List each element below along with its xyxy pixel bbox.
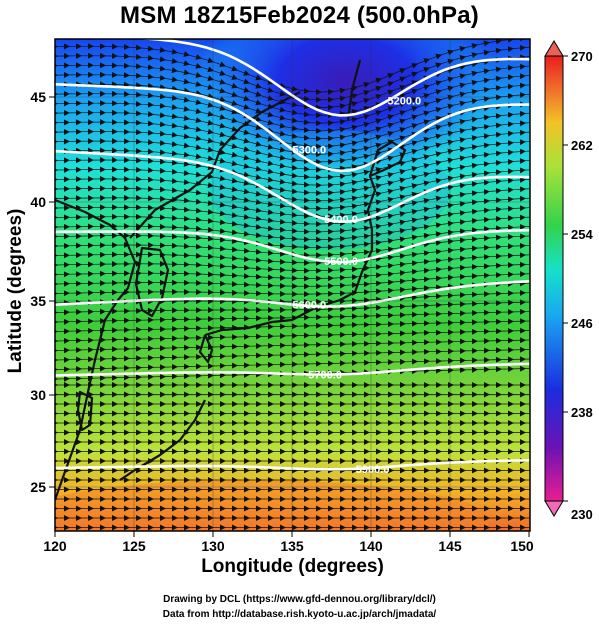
y-tick-label: 35 — [30, 293, 46, 309]
y-tick-label: 30 — [30, 387, 46, 403]
credit-drawing: Drawing by DCL (https://www.gfd-dennou.o… — [163, 594, 436, 605]
coast-hokkaido — [368, 140, 407, 178]
contour-label: 5400.0 — [324, 214, 358, 226]
cold-trough — [210, 130, 450, 250]
coast-taiwan — [76, 390, 94, 432]
colorbar-tick-label: 262 — [571, 138, 593, 153]
colorbar-bar — [544, 55, 564, 502]
colorbar-top-triangle — [544, 40, 564, 57]
x-tick-label: 125 — [122, 538, 146, 554]
colorbar-tick-label: 230 — [571, 507, 593, 522]
contour-label: 5300.0 — [293, 145, 327, 157]
y-axis-ticks — [49, 96, 55, 488]
coast-china — [55, 198, 137, 501]
y-tick-labels: 25 30 35 40 45 — [30, 89, 46, 495]
coast-kyushu — [198, 334, 214, 364]
coastlines — [55, 59, 407, 501]
coast-manchuria — [129, 91, 301, 239]
colorbar-bottom-triangle — [544, 500, 564, 517]
y-tick-label: 45 — [30, 89, 46, 105]
x-tick-labels: 120 125 130 135 140 145 150 — [43, 538, 534, 554]
colorbar-tick-label: 246 — [571, 316, 593, 331]
x-tick-label: 130 — [201, 538, 225, 554]
coast-korea — [134, 246, 170, 318]
lonlat-grid — [55, 39, 530, 531]
y-tick-label: 40 — [30, 194, 46, 210]
colorbar-tick-label: 238 — [571, 405, 593, 420]
contour-label: 5600.0 — [293, 300, 327, 312]
contour-line — [135, 39, 530, 117]
colorbar-tick-label: 254 — [571, 227, 593, 242]
contour-label: 5900.0 — [356, 464, 390, 476]
x-tick-label: 140 — [359, 538, 383, 554]
contour-label: 5200.0 — [388, 96, 422, 108]
x-tick-label: 135 — [280, 538, 304, 554]
coast-japan — [204, 175, 377, 337]
colorbar: 270 262 254 246 238 230 — [544, 40, 593, 522]
x-axis-label: Longitude (degrees) — [201, 556, 384, 577]
warm-south — [55, 480, 490, 531]
x-tick-label: 120 — [43, 538, 67, 554]
chart-title: MSM 18Z15Feb2024 (500.0hPa) — [120, 2, 479, 29]
credit-data-source: Data from http://database.rish.kyoto-u.a… — [162, 609, 437, 620]
x-axis-ticks — [54, 531, 530, 537]
x-tick-label: 150 — [510, 538, 534, 554]
y-tick-label: 25 — [30, 479, 46, 495]
colorbar-tick-label: 270 — [571, 49, 593, 64]
coast-ryukyu — [119, 399, 206, 481]
y-axis-label: Latitude (degrees) — [5, 208, 26, 374]
x-tick-label: 145 — [438, 538, 462, 554]
contour-label: 5700.0 — [308, 369, 342, 381]
contour-label: 5500.0 — [324, 256, 358, 268]
coast-sakhalin — [346, 59, 362, 121]
